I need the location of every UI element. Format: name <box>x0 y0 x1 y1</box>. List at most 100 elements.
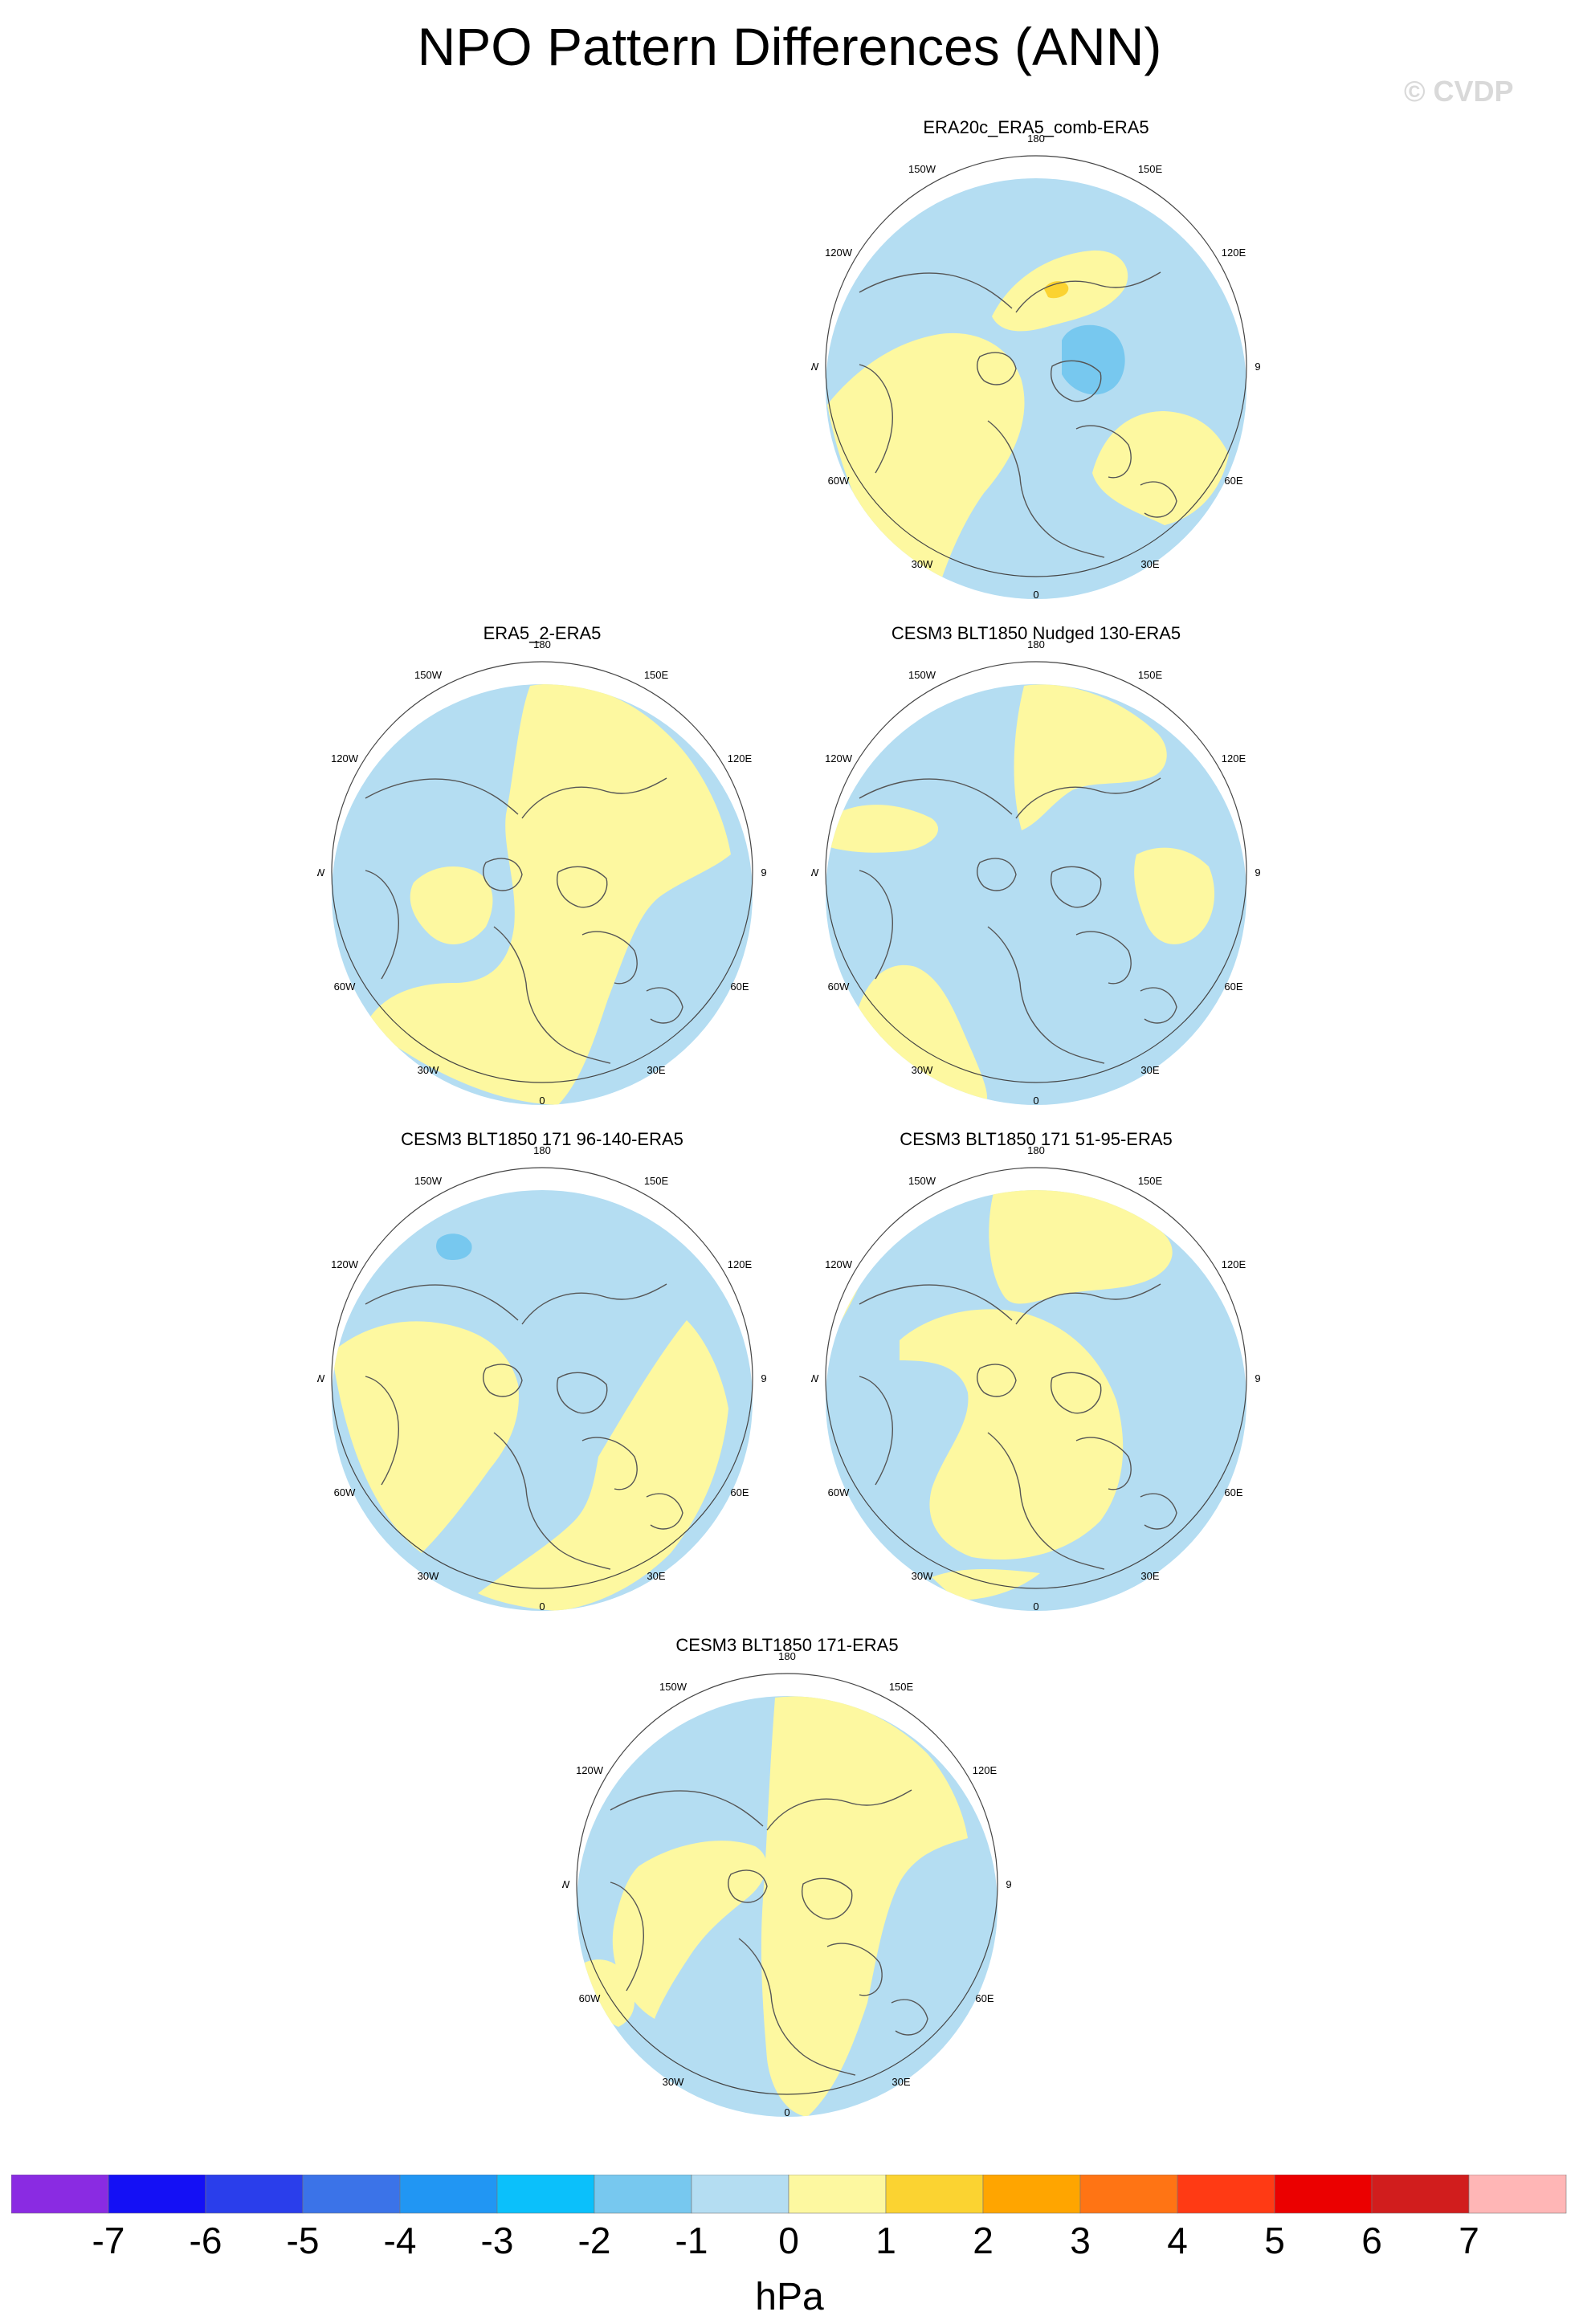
panel-title: ERA20c_ERA5_comb-ERA5 <box>923 117 1149 137</box>
polar-map: 180 150E 120E 90E 60E 30E 0 30W 60W 90W 120W 150W <box>811 1145 1261 1613</box>
map-panel: CESM3 BLT1850 171 96-140-ERA5 180 150E 120E… <box>317 1129 767 1627</box>
longitude-label: 120E <box>728 752 753 764</box>
colorbar-tick-label: 7 <box>1459 2220 1479 2261</box>
figure-title: NPO Pattern Differences (ANN) <box>417 17 1162 76</box>
longitude-label: 30E <box>1140 558 1159 570</box>
coastline <box>365 1284 519 1321</box>
colorbar-tick-label: 6 <box>1361 2220 1382 2261</box>
negative-anomaly-region <box>436 1233 472 1261</box>
longitude-label: 90W <box>317 1372 325 1384</box>
coastline <box>859 870 893 980</box>
map-rim <box>825 661 1247 1083</box>
positive-anomaly-region <box>478 1320 728 1611</box>
colorbar-segment <box>982 2175 1081 2214</box>
longitude-label: 60W <box>828 1486 850 1498</box>
coastline <box>610 1790 764 1827</box>
colorbar-segment <box>205 2175 304 2214</box>
panel-title: CESM3 BLT1850 171 51-95-ERA5 <box>900 1129 1173 1149</box>
shading-layer <box>826 1190 1246 1611</box>
colorbar-segment <box>788 2175 887 2214</box>
coastline <box>1015 271 1161 313</box>
longitude-label: 60W <box>579 1992 601 2004</box>
longitude-label: 60E <box>975 1992 994 2004</box>
coastline <box>728 1869 768 1903</box>
coastline <box>766 1789 912 1831</box>
coastline <box>365 778 519 815</box>
longitude-label: 60W <box>334 981 356 993</box>
coastline <box>1075 425 1132 479</box>
coastline <box>1140 1493 1177 1530</box>
positive-anomaly-region <box>761 1696 968 2117</box>
coastline <box>859 1376 893 1486</box>
longitude-label: 180 <box>1027 639 1045 650</box>
panel-title: CESM3 BLT1850 171-ERA5 <box>675 1635 899 1655</box>
positive-anomaly-region <box>332 1321 519 1553</box>
positive-anomaly-region <box>900 1309 1124 1560</box>
coastline <box>977 352 1017 385</box>
longitude-label: 60E <box>1224 981 1242 993</box>
coastline <box>738 1938 856 2076</box>
colorbar-segment <box>496 2175 595 2214</box>
longitude-label: 90W <box>317 866 325 879</box>
colorbar-segment <box>11 2175 109 2214</box>
coastline <box>1075 1437 1132 1490</box>
coastline <box>802 1878 853 1920</box>
colorbar-segment <box>885 2175 984 2214</box>
coastline <box>646 987 683 1024</box>
colorbar-tick-label: -3 <box>481 2220 514 2261</box>
colorbar-segment <box>108 2175 206 2214</box>
negative-anomaly-region <box>1062 324 1125 395</box>
cvdp-watermark: © CVDP <box>1404 75 1514 108</box>
map-panel: CESM3 BLT1850 171 51-95-ERA5 180 150E 120E 9… <box>811 1129 1261 1627</box>
coastline <box>987 1432 1105 1570</box>
longitude-label: 120E <box>1222 1258 1246 1270</box>
colorbar-tick-label: -2 <box>578 2220 611 2261</box>
colorbar-segment <box>1274 2175 1373 2214</box>
map-rim <box>576 1673 998 2095</box>
longitude-label: 30W <box>418 1570 439 1582</box>
coastline <box>521 1283 667 1325</box>
longitude-label: 30E <box>647 1570 665 1582</box>
longitude-label: 0 <box>539 1600 545 1613</box>
map-panel: CESM3 BLT1850 Nudged 130-ERA5 180 150E 120E… <box>811 623 1261 1121</box>
coastline <box>1051 866 1102 908</box>
shading-layer <box>577 1696 998 2117</box>
longitude-label: 60W <box>828 981 850 993</box>
colorbar-units: hPa <box>755 2276 824 2318</box>
longitude-label: 30E <box>647 1064 665 1076</box>
coastline <box>859 1284 1013 1321</box>
longitude-label: 180 <box>1027 1145 1045 1156</box>
positive-anomaly-region <box>932 1569 1040 1600</box>
longitude-label: 30W <box>912 558 933 570</box>
longitude-label: 150E <box>644 669 669 681</box>
longitude-label: 150E <box>1138 669 1163 681</box>
coastline <box>859 778 1013 815</box>
longitude-label: 150E <box>1138 1175 1163 1187</box>
longitude-label: 120E <box>728 1258 753 1270</box>
colorbar-tick-label: -7 <box>92 2220 125 2261</box>
longitude-label: 180 <box>1027 133 1045 145</box>
longitude-label: 60E <box>730 981 749 993</box>
map-rim <box>825 1167 1247 1589</box>
longitude-label: 150E <box>889 1681 914 1693</box>
coastline <box>557 1372 608 1414</box>
positive-anomaly-region <box>365 684 731 1105</box>
coastline <box>891 1999 928 2036</box>
longitude-label: 30W <box>912 1064 933 1076</box>
polar-map: 180 150E 120E 90E 60E 30E 0 30W 60W 90W 120W 150W <box>811 133 1261 601</box>
coastline <box>859 272 1013 309</box>
coastline <box>987 926 1105 1064</box>
colorbar-tick-label: 5 <box>1264 2220 1285 2261</box>
longitude-label: 90E <box>761 866 767 879</box>
coastline <box>365 1376 399 1486</box>
panel-title: CESM3 BLT1850 Nudged 130-ERA5 <box>891 623 1181 643</box>
longitude-label: 180 <box>533 1145 551 1156</box>
panel-title: ERA5_2-ERA5 <box>483 623 602 643</box>
longitude-label: 60W <box>828 475 850 487</box>
longitude-label: 150E <box>1138 163 1163 175</box>
coastline <box>859 364 893 474</box>
